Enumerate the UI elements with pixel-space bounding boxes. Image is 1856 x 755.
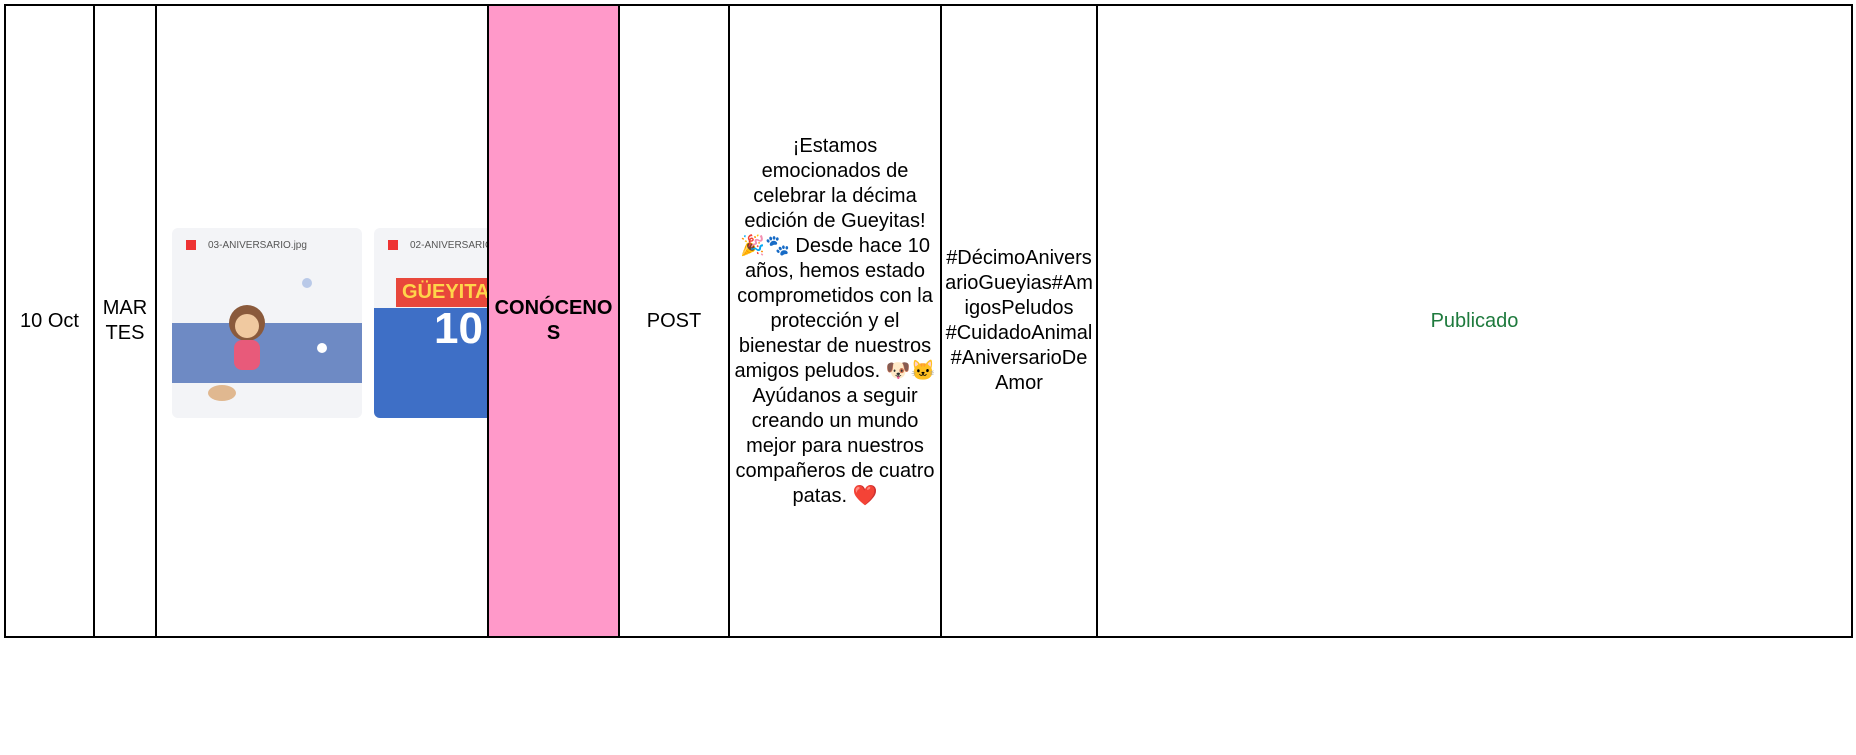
illustration [208,278,327,401]
date-cell: 10 Oct [4,4,95,638]
format-cell: POST [618,4,730,638]
section-cell: CONÓCENOS [487,4,620,638]
table-row: 10 Oct MARTES 03-ANIVERSARIO.jpg 02-ANIV… [4,4,1853,638]
file-name: 03-ANIVERSARIO.jpg [208,239,307,251]
copy-cell: ¡Estamos emocionados de celebrar la déci… [728,4,942,638]
hashtags-cell: #DécimoAniversarioGueyias#AmigosPeludos … [940,4,1098,638]
banner-number: 10 [434,304,483,353]
status-cell: Publicado [1096,4,1853,638]
day-cell: MARTES [93,4,157,638]
file-name: 02-ANIVERSARIO.jpg [410,239,486,251]
banner-text: GÜEYITAS [396,278,486,307]
image-thumbnail[interactable]: 03-ANIVERSARIO.jpg [172,228,362,418]
content-table: 10 Oct MARTES 03-ANIVERSARIO.jpg 02-ANIV… [4,4,1853,638]
image-thumbnail[interactable]: 02-ANIVERSARIO.jpg GÜEYITAS 10 [374,228,486,418]
images-cell: 03-ANIVERSARIO.jpg 02-ANIVERSARIO.jpg GÜ… [155,4,489,638]
